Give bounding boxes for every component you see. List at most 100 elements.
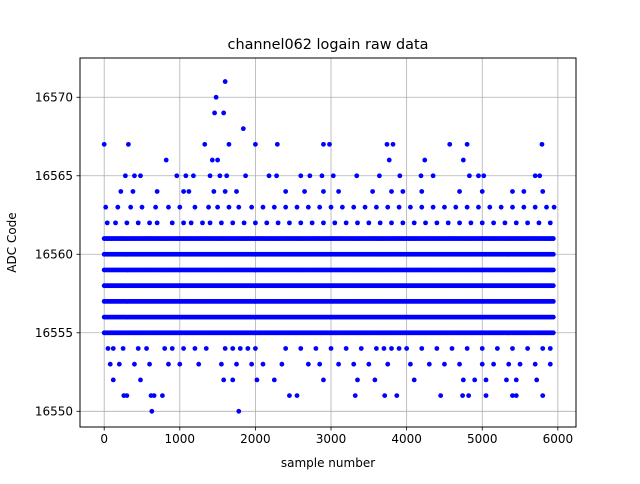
data-point	[153, 204, 159, 210]
data-point	[408, 204, 413, 210]
data-point	[240, 126, 246, 132]
data-point	[162, 346, 168, 351]
data-point	[547, 220, 553, 226]
data-point	[411, 377, 417, 383]
data-point	[206, 204, 211, 210]
data-point	[479, 189, 485, 194]
y-tick-label: 16555	[35, 326, 73, 340]
data-point	[192, 346, 198, 351]
data-point	[442, 204, 447, 210]
data-point	[460, 393, 465, 398]
data-point	[396, 204, 402, 210]
x-tick-label: 4000	[391, 432, 422, 446]
data-point	[115, 204, 121, 210]
data-point	[510, 346, 515, 351]
data-point	[243, 173, 248, 179]
data-point	[260, 204, 266, 210]
data-point	[547, 346, 553, 351]
data-point	[222, 346, 228, 351]
data-point	[154, 220, 160, 226]
data-point	[163, 157, 169, 163]
data-point	[249, 204, 255, 210]
data-point	[113, 220, 118, 226]
data-point	[550, 267, 556, 273]
data-point	[120, 346, 126, 351]
data-point	[116, 361, 122, 367]
data-point	[196, 361, 202, 367]
data-point	[230, 377, 236, 383]
data-point	[181, 189, 186, 194]
data-point	[287, 220, 292, 226]
data-point	[547, 361, 553, 367]
data-point	[479, 346, 485, 351]
data-point	[426, 361, 432, 367]
data-point	[160, 393, 165, 398]
data-point	[124, 220, 130, 226]
data-point	[434, 220, 440, 226]
data-point	[386, 157, 392, 163]
data-point	[317, 204, 323, 210]
data-point	[321, 220, 326, 226]
data-point	[328, 346, 334, 351]
data-point	[389, 346, 394, 351]
data-point	[525, 346, 531, 351]
data-point	[174, 173, 180, 179]
data-point	[540, 189, 546, 194]
data-point	[381, 346, 387, 351]
data-point	[283, 346, 289, 351]
data-point	[457, 189, 462, 194]
data-point	[103, 204, 109, 210]
data-point	[385, 361, 391, 367]
data-point	[510, 393, 515, 398]
data-point	[504, 377, 509, 383]
y-tick-label: 16550	[35, 405, 73, 419]
data-point	[188, 220, 194, 226]
data-point	[271, 204, 277, 210]
data-point	[457, 361, 462, 367]
data-point	[506, 361, 512, 367]
data-point	[213, 94, 219, 100]
data-point	[339, 204, 345, 210]
data-point	[138, 377, 143, 383]
data-point	[400, 220, 406, 226]
data-point	[358, 346, 364, 351]
data-point	[336, 361, 341, 367]
data-point	[212, 110, 217, 116]
data-point	[419, 346, 425, 351]
data-point	[236, 204, 242, 210]
data-point	[253, 220, 258, 226]
data-point	[384, 141, 390, 147]
data-point	[411, 220, 417, 226]
data-point	[343, 220, 349, 226]
data-point	[166, 361, 171, 367]
data-point	[502, 220, 508, 226]
data-point	[253, 141, 258, 147]
x-tick-label: 1000	[165, 432, 196, 446]
data-point	[236, 408, 242, 414]
data-point	[154, 189, 160, 194]
y-tick-label: 16560	[35, 248, 73, 262]
data-point	[445, 220, 451, 226]
data-point	[135, 346, 141, 351]
data-point	[151, 393, 157, 398]
data-point	[434, 346, 440, 351]
data-point	[534, 377, 540, 383]
data-point	[128, 204, 134, 210]
data-point	[481, 173, 487, 179]
data-point	[550, 251, 556, 257]
data-point	[183, 173, 189, 179]
data-point	[464, 346, 470, 351]
data-point	[139, 204, 145, 210]
data-point	[207, 173, 213, 179]
data-point	[147, 361, 152, 367]
data-point	[224, 173, 230, 179]
data-point	[274, 173, 279, 179]
data-point	[513, 220, 519, 226]
data-point	[217, 173, 223, 179]
data-point	[321, 141, 326, 147]
data-point	[354, 173, 360, 179]
data-point	[351, 204, 357, 210]
x-tick-label: 6000	[543, 432, 574, 446]
data-point	[132, 361, 137, 367]
data-point	[254, 377, 260, 383]
